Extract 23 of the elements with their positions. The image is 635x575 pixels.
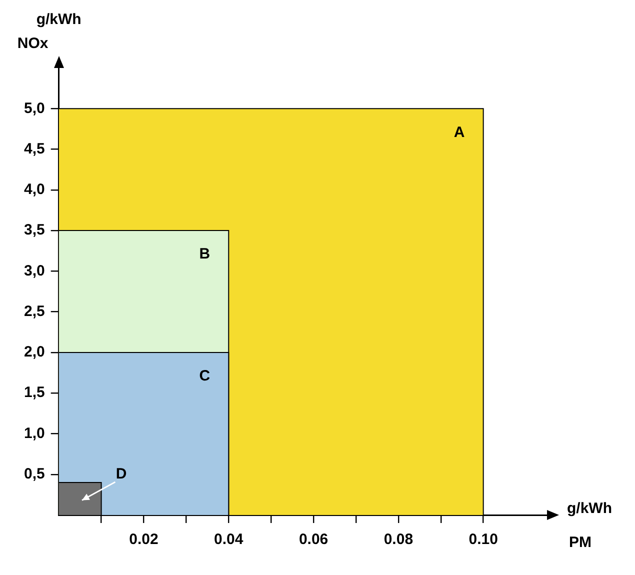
y-axis-title: NOx <box>17 35 49 52</box>
series-label: B <box>199 246 210 263</box>
y-tick-label: 4,5 <box>24 140 45 158</box>
y-tick-label: 0,5 <box>24 466 45 483</box>
series-label: A <box>454 124 465 141</box>
x-axis-title: PM <box>569 534 592 552</box>
x-tick-label: 0.06 <box>298 531 328 548</box>
y-tick-label: 2,0 <box>24 344 45 361</box>
y-tick-label: 3,0 <box>24 262 45 280</box>
text: g/kWh <box>36 11 82 28</box>
x-tick-label: 0.08 <box>384 531 414 548</box>
y-tick-label: 1,5 <box>24 384 45 402</box>
y-tick-label: 4,0 <box>24 181 45 198</box>
y-tick-label: 2,5 <box>24 302 45 320</box>
series-label: D <box>116 466 127 483</box>
y-tick-label: 5,0 <box>24 100 45 117</box>
x-tick-label: 0.04 <box>214 531 244 548</box>
series-label: C <box>199 368 210 385</box>
text: g/kWh <box>567 500 612 518</box>
x-tick-label: 0.02 <box>129 531 158 548</box>
y-tick-label: 3,5 <box>24 222 45 239</box>
x-tick-label: 0.10 <box>468 531 498 548</box>
y-tick-label: 1,0 <box>24 424 45 442</box>
